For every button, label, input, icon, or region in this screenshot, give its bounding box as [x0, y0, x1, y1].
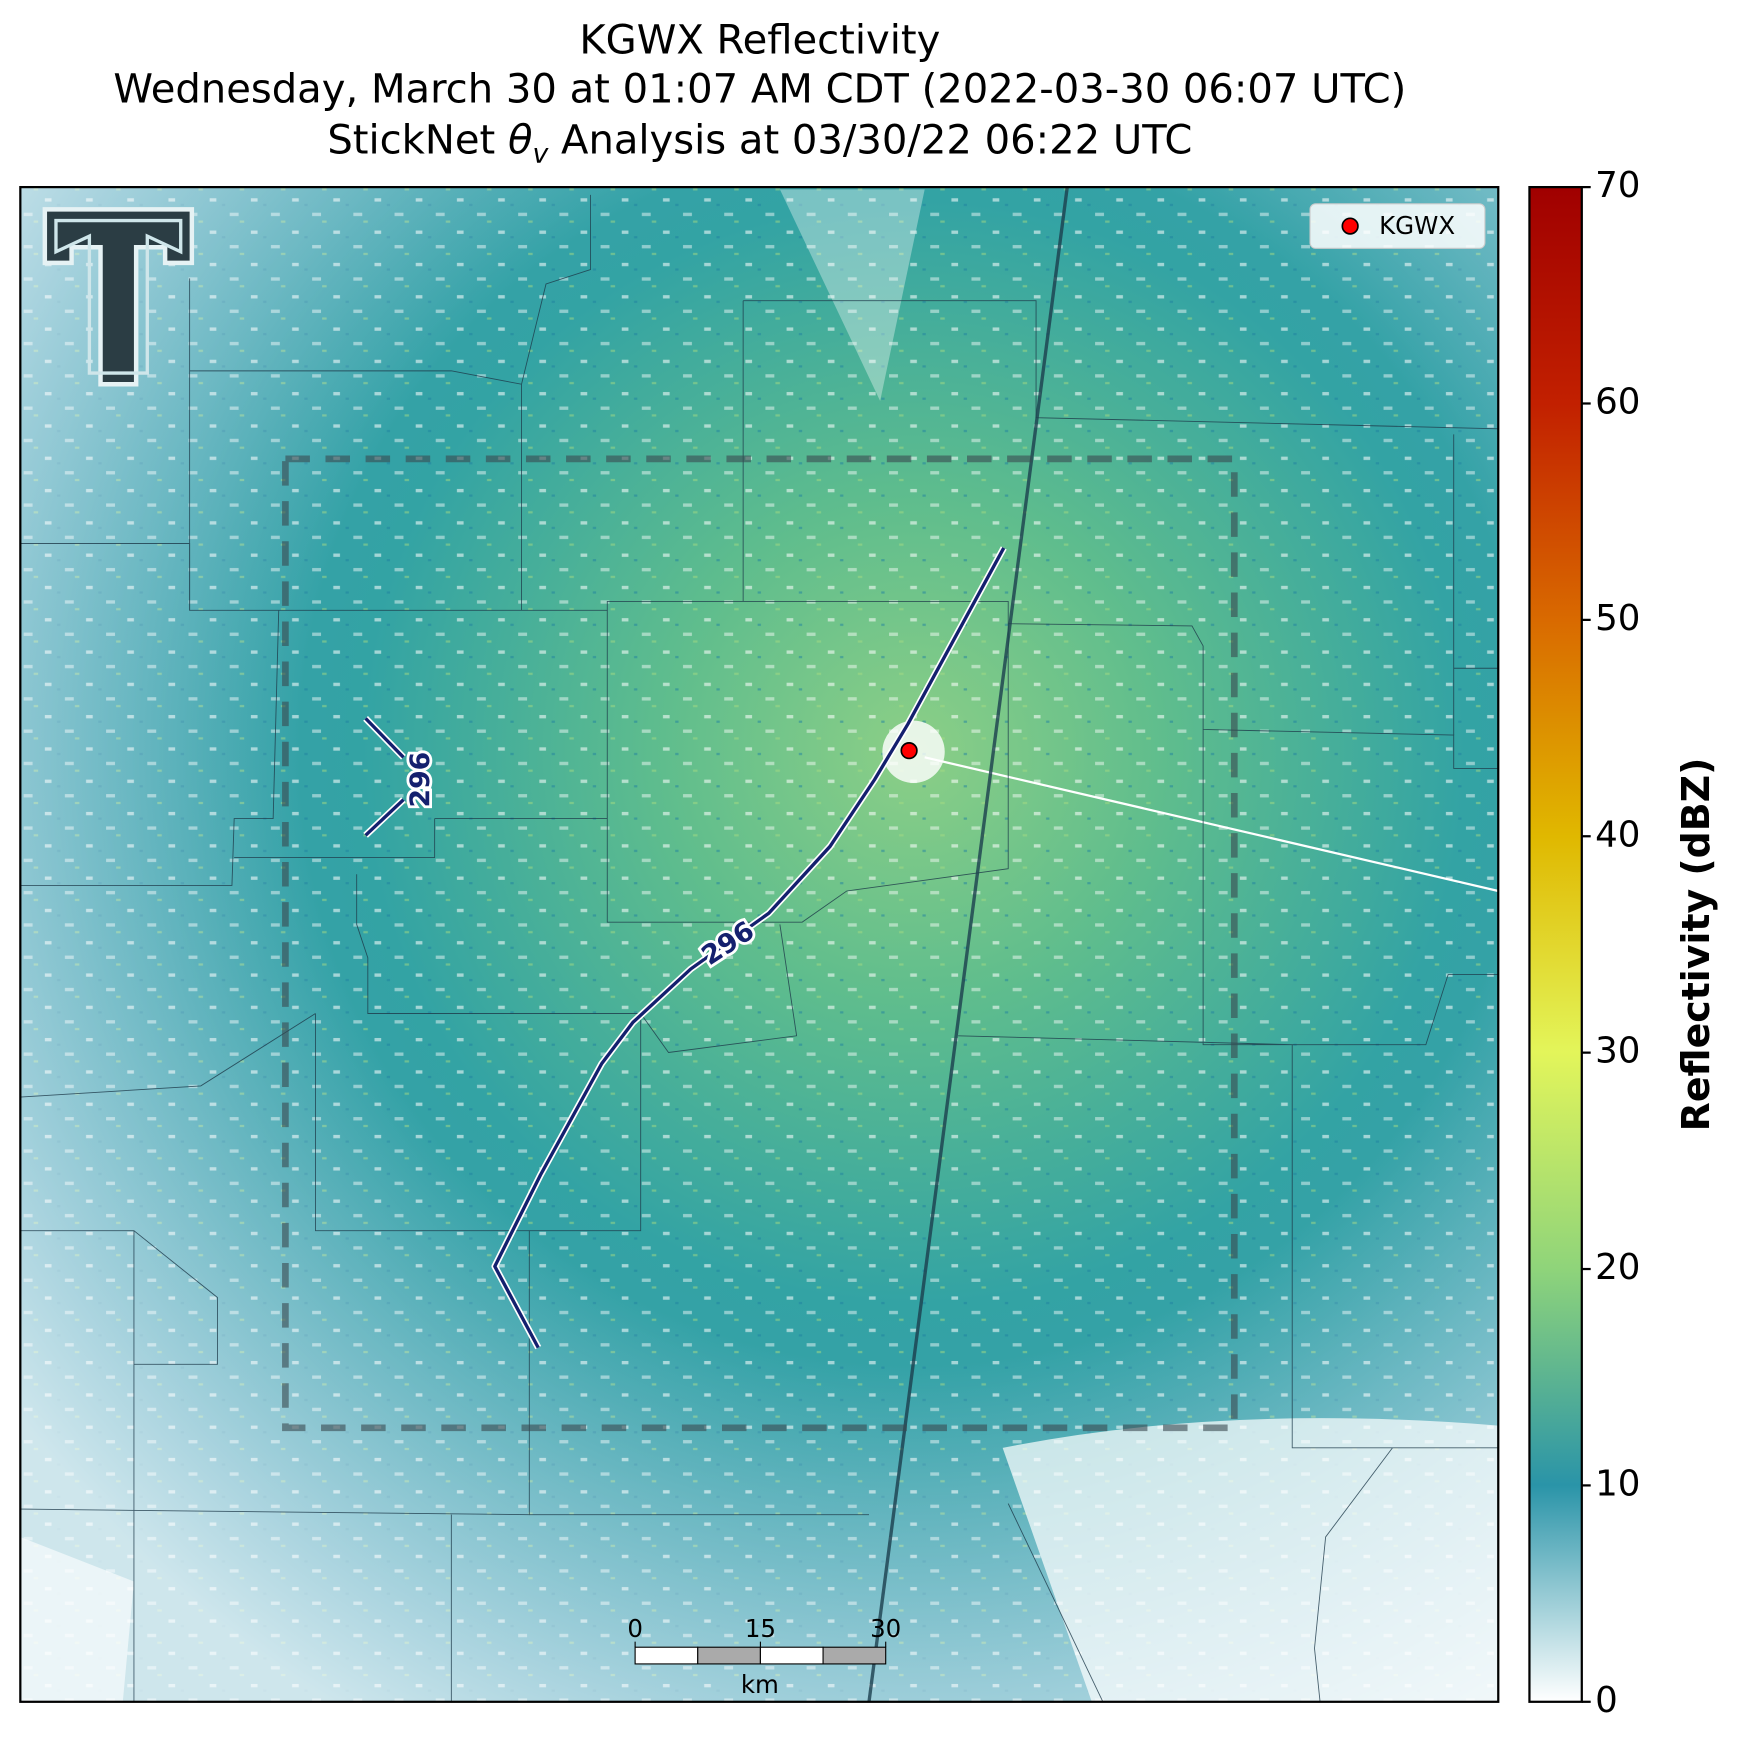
title-text: StickNet: [327, 118, 508, 164]
analysis-domain: [282, 455, 1238, 1432]
legend-box: [1309, 203, 1486, 249]
colorbar-tick-label: 30: [1595, 1031, 1640, 1072]
title-symbol: θ: [508, 118, 533, 164]
theta-v-contour: [363, 546, 1007, 1350]
scale-segment: [759, 1646, 824, 1665]
colorbar-tick-label: 60: [1595, 381, 1640, 422]
radar-map: 296 296: [20, 187, 1499, 1702]
colorbar-tick-label: 50: [1595, 598, 1640, 639]
radar-site: [900, 742, 918, 760]
clear-area: [1002, 1418, 1499, 1702]
scale-bar: km 0 15 30: [627, 1614, 901, 1699]
colorbar-tick-label: 0: [1595, 1680, 1618, 1721]
scale-segment: [634, 1646, 699, 1665]
scale-tick-label: 30: [870, 1614, 901, 1643]
legend-marker: [1341, 217, 1359, 235]
logo: [42, 207, 195, 387]
legend-label[interactable]: KGWX: [1379, 211, 1455, 240]
colorbar-tick-label: 40: [1595, 814, 1640, 855]
clear-area: [20, 1536, 134, 1702]
colorbar-ramp: [1528, 185, 1583, 1703]
title-line-2: Wednesday, March 30 at 01:07 AM CDT (202…: [113, 66, 1406, 112]
county-lines: [20, 194, 1499, 1702]
scale-tick-label: 15: [745, 1614, 776, 1643]
spike: [924, 756, 1499, 893]
beam-blockage: [779, 189, 925, 401]
title-line-1: KGWX Reflectivity: [579, 17, 940, 63]
colorbar-tick-label: 70: [1595, 165, 1640, 206]
title-subscript: v: [533, 139, 550, 170]
map-frame: [19, 185, 1500, 1703]
contour-label: 296: [405, 752, 436, 808]
colorbar: Reflectivity (dBZ) 0 10 20 30 40 50 60 70: [1528, 165, 1718, 1721]
title-text: Analysis at 03/30/22 06:22 UTC: [548, 118, 1192, 164]
road: [867, 187, 1069, 1702]
scale-segment: [822, 1646, 887, 1665]
colorbar-tick-label: 10: [1595, 1463, 1640, 1504]
colorbar-label: Reflectivity (dBZ): [1674, 758, 1718, 1132]
scale-unit: km: [741, 1670, 779, 1699]
title-line-3: StickNet θv Analysis at 03/30/22 06:22 U…: [327, 118, 1192, 170]
colorbar-tick-label: 20: [1595, 1247, 1640, 1288]
legend: KGWX: [1309, 203, 1486, 249]
scale-segment: [697, 1646, 761, 1665]
scale-tick-label: 0: [627, 1614, 643, 1643]
